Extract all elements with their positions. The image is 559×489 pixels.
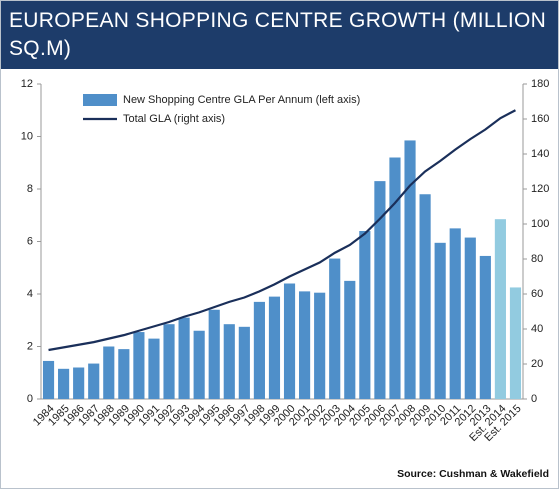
y-tick-label: 4	[27, 288, 33, 300]
bar	[223, 324, 235, 399]
chart: 0246810120204060801001201401601801984198…	[21, 78, 550, 480]
bar	[494, 219, 506, 399]
bar	[283, 283, 296, 399]
y2-tick-label: 100	[531, 218, 549, 230]
bar	[404, 140, 416, 399]
bar	[314, 292, 326, 399]
bar	[344, 280, 356, 399]
bar	[42, 360, 55, 399]
y2-tick-label: 160	[531, 113, 549, 125]
y2-tick-label: 120	[531, 183, 549, 195]
bar	[509, 287, 522, 399]
bar	[148, 338, 160, 399]
bar	[178, 317, 190, 399]
bar	[163, 324, 175, 399]
bar	[389, 157, 401, 399]
bar	[419, 194, 431, 399]
bar	[133, 332, 145, 399]
bar	[193, 330, 205, 399]
y-tick-label: 6	[27, 235, 33, 247]
y-tick-label: 10	[21, 130, 33, 142]
line	[48, 109, 516, 352]
bar	[434, 242, 446, 399]
y-tick-label: 12	[21, 78, 33, 90]
y2-tick-label: 80	[531, 253, 543, 265]
bar	[88, 363, 100, 399]
bar	[268, 296, 281, 399]
legend-swatch	[83, 94, 117, 106]
bar	[238, 326, 250, 399]
y2-tick-label: 0	[531, 393, 537, 405]
y-tick-label: 2	[27, 340, 33, 352]
source: Source: Cushman & Wakefield	[397, 468, 549, 480]
bar	[58, 368, 70, 399]
chart-title: EUROPEAN SHOPPING CENTRE GROWTH (MILLION…	[9, 9, 547, 60]
bar	[253, 301, 265, 399]
bar	[208, 309, 220, 399]
bar	[359, 231, 371, 399]
y2-tick-label: 40	[531, 323, 543, 335]
y2-tick-label: 20	[531, 358, 543, 370]
bar	[118, 349, 130, 399]
header-band: EUROPEAN SHOPPING CENTRE GROWTH (MILLION…	[1, 1, 558, 69]
bar	[464, 237, 476, 399]
bar	[299, 291, 311, 399]
y-tick-label: 0	[27, 393, 33, 405]
bar	[329, 258, 341, 399]
legend-label: New Shopping Centre GLA Per Annum (left …	[123, 94, 360, 106]
y-tick-label: 8	[27, 183, 33, 195]
y2-tick-label: 140	[531, 148, 549, 160]
y2-tick-label: 180	[531, 78, 549, 90]
bar	[73, 367, 85, 399]
bar	[103, 346, 115, 399]
y2-tick-label: 60	[531, 288, 543, 300]
bar	[449, 228, 461, 399]
bar	[374, 181, 386, 399]
bar	[479, 255, 491, 399]
legend-label: Total GLA (right axis)	[123, 113, 225, 125]
